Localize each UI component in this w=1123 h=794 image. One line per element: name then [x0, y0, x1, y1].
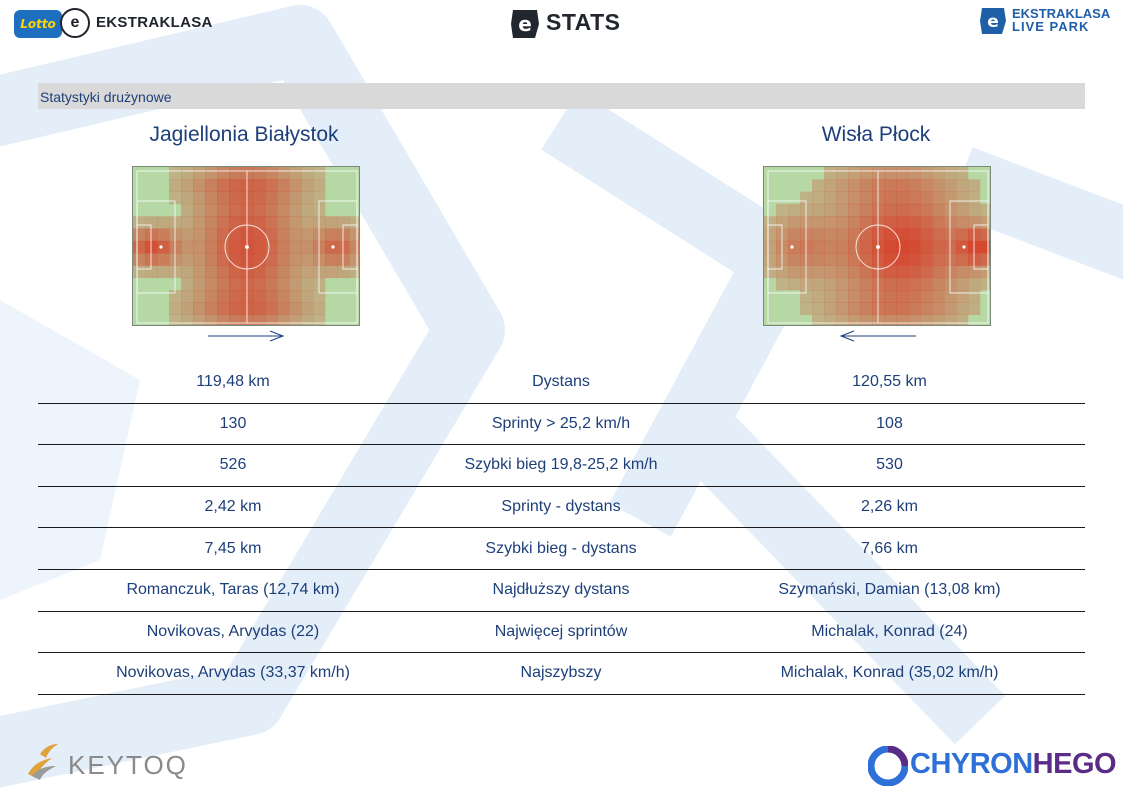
table-row: 119,48 km Dystans 120,55 km [38, 362, 1085, 404]
stat-label: Szybki bieg 19,8-25,2 km/h [464, 456, 658, 474]
table-row: 7,45 km Szybki bieg - dystans 7,66 km [38, 528, 1085, 570]
away-value: 7,66 km [861, 539, 918, 557]
svg-text:e: e [518, 12, 532, 36]
stat-label: Najdłuższy dystans [492, 581, 630, 599]
e-stats-icon: e [511, 10, 539, 38]
away-value: Michalak, Konrad (35,02 km/h) [780, 664, 999, 682]
home-value: Romanczuk, Taras (12,74 km) [126, 581, 340, 599]
away-value: Szymański, Damian (13,08 km) [778, 581, 1001, 599]
live-park-icon: e [980, 8, 1006, 34]
home-heatmap [132, 166, 360, 326]
table-row: Novikovas, Arvydas (22) Najwięcej sprint… [38, 612, 1085, 654]
home-value: 2,42 km [204, 498, 262, 516]
table-row: Romanczuk, Taras (12,74 km) Najdłuższy d… [38, 570, 1085, 612]
home-value: Novikovas, Arvydas (33,37 km/h) [116, 664, 350, 682]
stats-table: 119,48 km Dystans 120,55 km 130 Sprinty … [38, 362, 1085, 695]
table-row: Novikovas, Arvydas (33,37 km/h) Najszybs… [38, 653, 1085, 695]
home-team-name: Jagiellonia Białystok [149, 123, 339, 146]
stat-label: Sprinty > 25,2 km/h [491, 414, 631, 432]
stat-label: Szybki bieg - dystans [485, 539, 637, 557]
away-value: 120,55 km [852, 373, 927, 391]
stat-label: Dystans [532, 373, 590, 391]
ekstraklasa-logo-text: EKSTRAKLASA [96, 14, 213, 31]
stats-title: STATS [546, 9, 621, 35]
away-value: 2,26 km [861, 498, 918, 516]
home-value: 526 [219, 456, 247, 474]
away-value: 530 [876, 456, 903, 474]
keytoq-logo-text: KEYTOQ [68, 750, 188, 780]
away-value: 108 [876, 414, 903, 432]
home-value: 119,48 km [196, 373, 270, 391]
ekstraklasa-ball-icon: e [60, 8, 90, 38]
chyronhego-logo-text: CHYRONHEGO [910, 748, 1117, 780]
home-value: 130 [219, 414, 247, 432]
live-park-line2: LIVE PARK [1012, 19, 1090, 34]
stat-label: Najwięcej sprintów [494, 622, 628, 640]
chyronhego-logo-icon [868, 746, 908, 786]
live-park-line1: EKSTRAKLASA [1012, 6, 1111, 21]
table-row: 526 Szybki bieg 19,8-25,2 km/h 530 [38, 445, 1085, 487]
stat-label: Sprinty - dystans [501, 498, 621, 516]
svg-text:e: e [987, 12, 999, 32]
stat-label: Najszybszy [520, 664, 602, 682]
home-value: Novikovas, Arvydas (22) [146, 622, 320, 640]
away-heatmap [763, 166, 991, 326]
home-value: 7,45 km [204, 539, 262, 557]
lotto-logo: Lotto [14, 10, 62, 38]
section-title: Statystyki drużynowe [38, 83, 1085, 109]
table-row: 2,42 km Sprinty - dystans 2,26 km [38, 487, 1085, 529]
attack-direction-right-arrow [208, 330, 285, 342]
table-row: 130 Sprinty > 25,2 km/h 108 [38, 404, 1085, 446]
keytoq-logo-icon [28, 744, 58, 780]
attack-direction-left-arrow [839, 330, 916, 342]
away-team-name: Wisła Płock [821, 123, 931, 146]
away-value: Michalak, Konrad (24) [811, 622, 968, 640]
